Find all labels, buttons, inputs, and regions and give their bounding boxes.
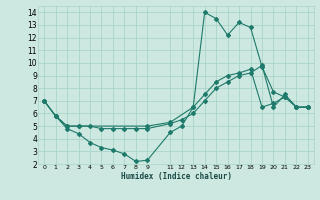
X-axis label: Humidex (Indice chaleur): Humidex (Indice chaleur) [121, 172, 231, 181]
